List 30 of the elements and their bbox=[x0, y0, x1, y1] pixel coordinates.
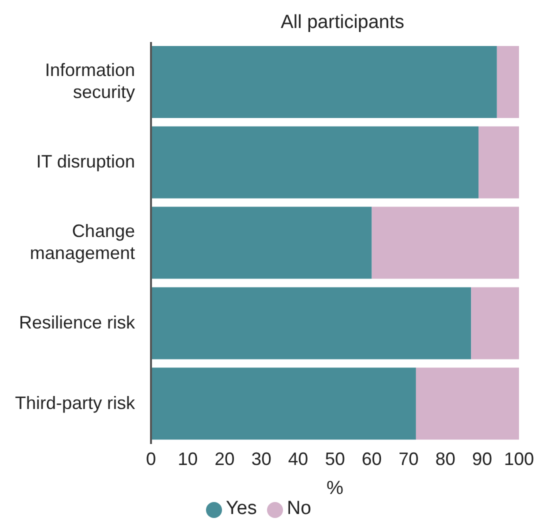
y-tick-label: Information security bbox=[44, 60, 135, 102]
x-tick-label: 80 bbox=[435, 448, 456, 469]
x-tick-label: 0 bbox=[146, 448, 156, 469]
bar bbox=[471, 287, 519, 360]
bar bbox=[151, 46, 497, 118]
x-tick-label: 40 bbox=[288, 448, 308, 469]
y-tick-label: Change management bbox=[30, 220, 135, 263]
bar bbox=[478, 126, 519, 198]
bar bbox=[372, 206, 519, 279]
x-tick-label: 10 bbox=[178, 448, 198, 469]
bar bbox=[151, 126, 479, 198]
x-tick-label: 70 bbox=[398, 448, 419, 469]
chart-title: All participants bbox=[280, 11, 406, 35]
legend-label: Yes bbox=[226, 498, 257, 519]
bar bbox=[496, 46, 519, 118]
bar bbox=[151, 368, 416, 440]
x-tick-label: 20 bbox=[214, 448, 235, 469]
x-tick-label: 60 bbox=[362, 448, 382, 469]
y-tick-label: IT disruption bbox=[36, 151, 135, 172]
x-tick-label: 100 bbox=[504, 448, 534, 469]
bar bbox=[151, 287, 472, 360]
bar bbox=[416, 368, 519, 440]
bar bbox=[151, 206, 372, 279]
x-tick-label: 30 bbox=[251, 448, 272, 469]
x-tick-label: 90 bbox=[472, 448, 492, 469]
x-axis-title: % bbox=[326, 478, 344, 499]
legend-label: No bbox=[286, 498, 312, 519]
y-tick-label: Third-party risk bbox=[14, 392, 136, 413]
y-tick-label: Resilience risk bbox=[18, 312, 136, 332]
x-tick-label: 50 bbox=[324, 448, 346, 469]
